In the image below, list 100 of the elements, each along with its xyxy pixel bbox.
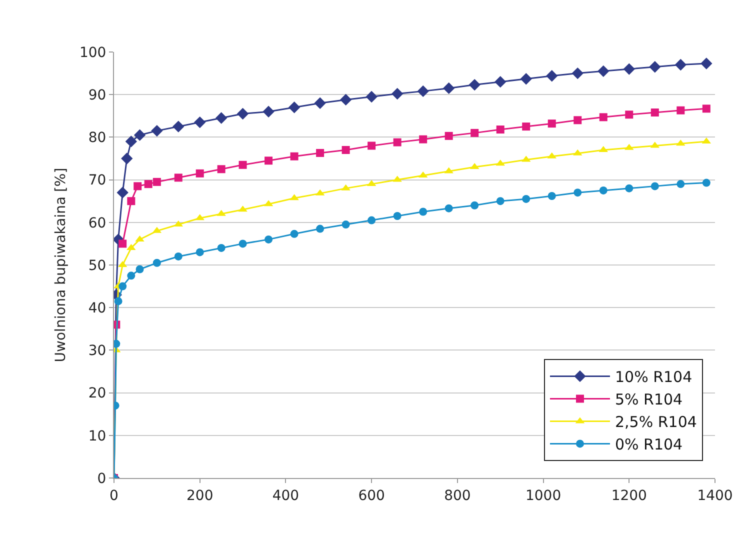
y-axis-title: Uwolniona bupiwakaina [%]: [53, 168, 70, 362]
point: [520, 72, 532, 85]
point: [368, 142, 376, 150]
point: [127, 272, 136, 280]
point: [393, 212, 402, 220]
y-tick-label: 80: [88, 130, 106, 146]
point: [114, 297, 122, 306]
point: [649, 61, 661, 73]
point: [290, 152, 298, 160]
y-tick-label: 60: [88, 215, 106, 232]
y-tick-label: 30: [88, 343, 106, 360]
point: [676, 180, 685, 188]
legend-label: 2,5% R104: [614, 413, 697, 432]
point: [196, 248, 204, 256]
point: [444, 132, 453, 140]
point: [236, 108, 249, 120]
point: [134, 182, 142, 190]
point: [676, 106, 685, 114]
point: [572, 67, 584, 80]
x-tick-label: 1200: [611, 488, 647, 504]
y-tick-label: 90: [88, 88, 106, 104]
point: [548, 192, 556, 200]
y-tick-label: 20: [88, 386, 106, 402]
x-tick-label: 1000: [525, 488, 562, 504]
point: [496, 197, 504, 206]
y-tick-label: 10: [88, 428, 106, 444]
point: [238, 240, 247, 248]
point: [470, 201, 479, 210]
point: [702, 178, 710, 187]
point: [316, 148, 324, 157]
point: [674, 58, 687, 71]
point: [625, 184, 634, 192]
point: [215, 112, 228, 124]
point: [546, 70, 558, 82]
point: [623, 63, 635, 75]
point: [264, 235, 273, 244]
point: [599, 113, 608, 122]
y-tick-label: 40: [88, 300, 106, 316]
point: [574, 116, 582, 124]
point: [288, 102, 300, 114]
point: [134, 129, 146, 141]
point: [290, 230, 298, 238]
point: [417, 85, 429, 98]
point: [468, 78, 480, 91]
point: [174, 252, 182, 260]
point: [136, 265, 144, 274]
point: [419, 208, 428, 216]
point: [264, 156, 273, 165]
point: [393, 138, 402, 146]
point: [650, 182, 659, 190]
point: [144, 180, 152, 188]
y-tick-label: 0: [97, 470, 106, 487]
point: [522, 194, 530, 203]
point: [599, 186, 608, 194]
point: [444, 204, 453, 212]
point: [174, 174, 182, 182]
point: [238, 160, 247, 169]
legend-label: 0% R104: [614, 436, 683, 454]
point: [118, 240, 127, 248]
point: [152, 258, 161, 267]
point: [314, 97, 326, 109]
point: [700, 58, 712, 70]
point: [151, 124, 163, 137]
point: [152, 178, 161, 186]
point: [316, 224, 324, 233]
point: [625, 110, 634, 119]
point: [496, 126, 504, 134]
y-tick-label: 50: [88, 258, 106, 274]
point: [121, 152, 133, 164]
y-tick-label: 100: [79, 44, 106, 61]
x-tick-label: 600: [358, 488, 385, 504]
point: [127, 197, 136, 206]
legend-label: 10% R104: [614, 368, 692, 386]
x-tick-label: 800: [444, 488, 471, 504]
x-tick-label: 0: [110, 488, 118, 504]
y-tick-label: 70: [88, 172, 106, 189]
point: [522, 122, 530, 131]
point: [118, 282, 127, 290]
point: [391, 88, 404, 100]
point: [217, 165, 226, 174]
point: [262, 106, 274, 118]
point: [116, 186, 128, 198]
point: [125, 136, 138, 148]
point: [368, 216, 376, 224]
point: [194, 116, 206, 128]
point: [650, 108, 659, 116]
point: [598, 65, 610, 78]
point: [172, 120, 184, 132]
point: [494, 76, 506, 88]
point: [217, 244, 226, 252]
point: [366, 90, 378, 103]
x-tick-label: 1400: [697, 488, 733, 504]
x-tick-label: 400: [272, 488, 300, 504]
point: [419, 135, 428, 144]
point: [342, 146, 350, 154]
x-tick-label: 200: [186, 488, 214, 504]
point: [548, 120, 556, 128]
point: [340, 94, 352, 106]
point: [442, 82, 455, 94]
point: [702, 104, 710, 113]
